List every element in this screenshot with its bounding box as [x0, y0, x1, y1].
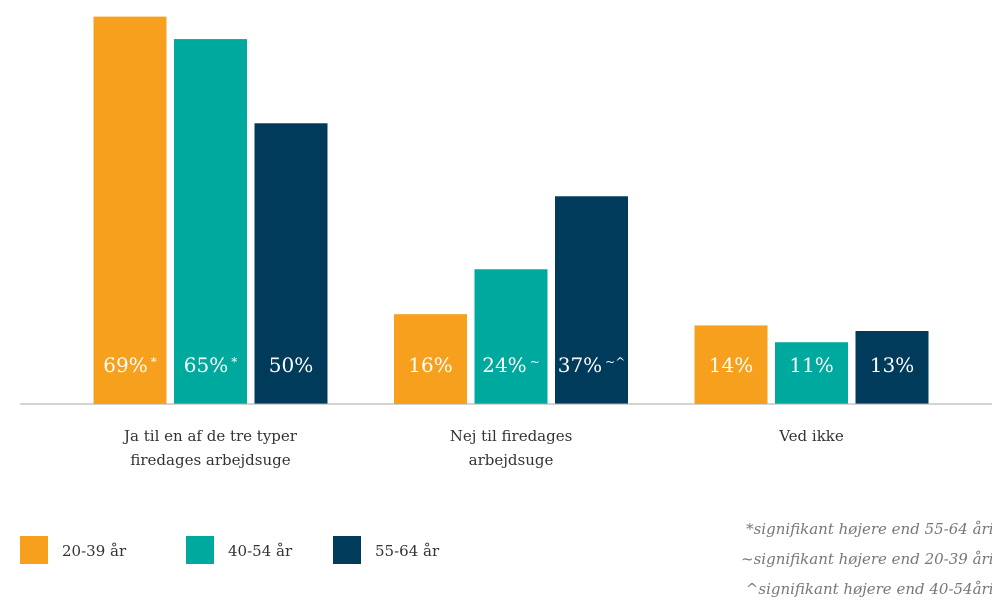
bar [394, 314, 467, 404]
legend-swatch [333, 536, 361, 564]
legend-swatch [186, 536, 214, 564]
value-label: 37% [558, 353, 602, 377]
significance-marker: * [151, 355, 157, 369]
value-label: 50% [269, 353, 313, 377]
data-label: 65% * [184, 353, 237, 377]
value-label: 16% [408, 353, 452, 377]
bar [93, 16, 167, 404]
legend-label: 20-39 år [62, 542, 127, 560]
x-tick-label: Ved ikke [779, 427, 844, 445]
data-label: 13% [870, 353, 914, 377]
footnote: *signifikant højere end 55-64 årige [746, 520, 992, 538]
data-label: 14% [709, 353, 753, 377]
x-tick-label: Nej til firedages arbejdsuge [449, 427, 573, 469]
significance-marker: ~^ [605, 355, 625, 369]
data-label: 16% [408, 353, 452, 377]
bar [555, 196, 628, 404]
bar [174, 39, 247, 404]
data-label: 50% [269, 353, 313, 377]
value-label: 69% [103, 353, 147, 377]
bar [855, 331, 929, 404]
bar [775, 342, 848, 404]
data-label: 11% [789, 353, 833, 377]
data-label: 37% ~^ [558, 353, 626, 377]
data-label: 24% ~ [482, 353, 540, 377]
bar [254, 123, 328, 405]
significance-marker: ~ [530, 355, 540, 369]
value-label: 24% [482, 353, 526, 377]
footnote: ^signifikant højere end 40-54årige [746, 580, 992, 598]
value-label: 65% [184, 353, 228, 377]
value-label: 13% [870, 353, 914, 377]
legend-label: 40-54 år [228, 542, 293, 560]
footnote: ~signifikant højere end 20-39 årige [741, 550, 992, 568]
significance-marker: * [231, 355, 237, 369]
value-label: 11% [789, 353, 833, 377]
x-tick-label: Ja til en af de tre typer firedages arbe… [124, 427, 297, 469]
legend-swatch [20, 536, 48, 564]
data-label: 69% * [103, 353, 156, 377]
bar [474, 269, 548, 404]
value-label: 14% [709, 353, 753, 377]
bar [694, 325, 768, 404]
legend-label: 55-64 år [375, 542, 440, 560]
